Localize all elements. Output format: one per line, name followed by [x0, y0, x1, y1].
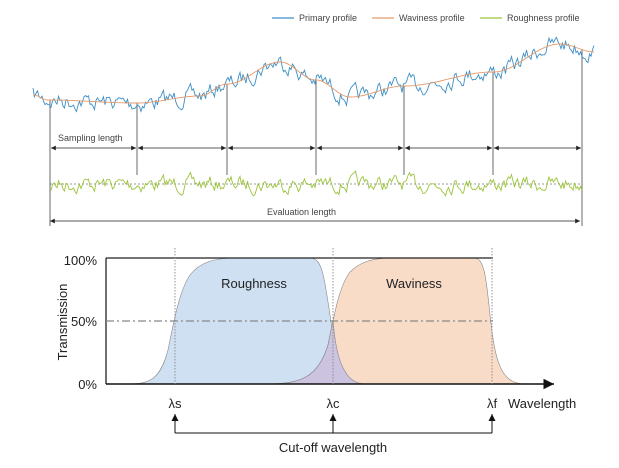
sampling-length-label: Sampling length — [58, 133, 123, 143]
primary-profile — [32, 36, 595, 113]
roughness-band-label: Roughness — [221, 276, 287, 291]
y-tick-0: 0% — [78, 377, 97, 392]
y-tick-50: 50% — [71, 314, 97, 329]
waviness-profile — [32, 43, 595, 104]
legend: Primary profile Waviness profile Roughne… — [272, 13, 580, 23]
y-axis-label: Transmission — [55, 284, 70, 361]
lambda-f-label: λf — [487, 396, 498, 411]
waviness-band-label: Waviness — [386, 276, 442, 291]
legend-label-roughness: Roughness profile — [507, 13, 580, 23]
y-tick-100: 100% — [64, 253, 98, 268]
evaluation-length-label: Evaluation length — [267, 207, 336, 217]
lambda-s-label: λs — [169, 396, 183, 411]
legend-item-primary: Primary profile — [272, 13, 357, 23]
legend-label-primary: Primary profile — [299, 13, 357, 23]
x-axis-label: Wavelength — [508, 396, 576, 411]
legend-label-waviness: Waviness profile — [399, 13, 465, 23]
legend-item-roughness: Roughness profile — [480, 13, 580, 23]
lambda-c-label: λc — [327, 396, 341, 411]
cutoff-bracket — [171, 414, 496, 434]
legend-item-waviness: Waviness profile — [372, 13, 465, 23]
profiles — [32, 36, 595, 226]
cutoff-wavelength-label: Cut-off wavelength — [279, 440, 387, 455]
roughness-profile — [50, 170, 583, 197]
filter-chart: 100% 50% 0% Transmission Roughness Wavin… — [55, 248, 576, 455]
